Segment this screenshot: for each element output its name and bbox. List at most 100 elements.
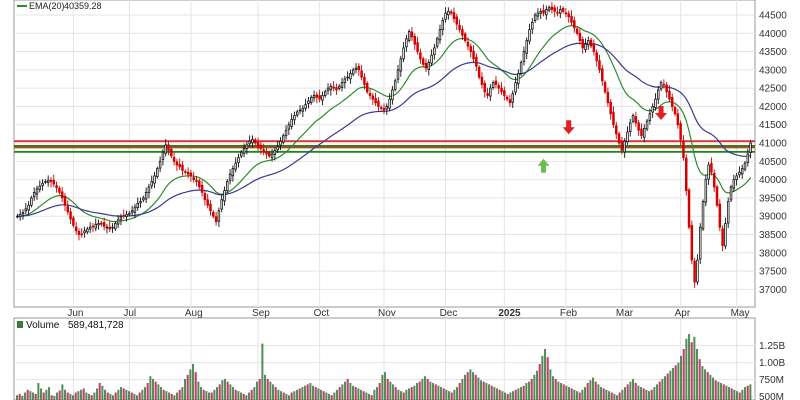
candle-body (377, 100, 380, 107)
candle-body (192, 177, 195, 181)
candle-body (587, 40, 590, 46)
candle-body (458, 24, 461, 31)
volume-bar (421, 378, 424, 400)
volume-bar (666, 373, 669, 400)
date-tick-label: Aug (185, 308, 203, 319)
volume-bar (600, 387, 603, 400)
volume-bar (378, 383, 381, 400)
candle-body (671, 97, 674, 107)
volume-bar (344, 381, 347, 400)
candle-body (491, 82, 495, 88)
candle-body (500, 87, 503, 93)
volume-bar (669, 370, 672, 400)
volume-bar (698, 359, 701, 400)
volume-bar (536, 370, 539, 400)
candle-body (631, 115, 635, 122)
volume-legend-swatch (17, 321, 23, 328)
volume-bar (616, 395, 619, 400)
candle-body (592, 44, 596, 52)
candle-body (231, 168, 235, 177)
candle-body (461, 29, 464, 36)
candle-body (55, 185, 58, 189)
volume-bar (557, 381, 560, 400)
volume-bar (661, 378, 664, 400)
price-tick-label: 41500 (759, 120, 787, 131)
date-tick-label: Dec (440, 308, 458, 319)
volume-bar (570, 388, 573, 400)
volume-bar (541, 355, 544, 400)
candle-body (287, 124, 291, 130)
volume-bar (477, 377, 480, 400)
volume-bar (53, 395, 56, 400)
volume-bar (48, 387, 51, 400)
candle-body (486, 93, 489, 96)
volume-bar (498, 389, 501, 400)
volume-bar (213, 389, 216, 400)
volume-bar (58, 390, 61, 400)
volume-bar (472, 372, 475, 400)
volume-bar (328, 393, 331, 400)
candle-body (626, 131, 629, 143)
volume-bar (605, 389, 608, 400)
candle-body (276, 146, 279, 151)
candle-body (217, 210, 221, 222)
volume-bar (632, 378, 635, 400)
volume-bar (437, 385, 440, 400)
volume-bar (712, 377, 715, 400)
volume-bar (434, 384, 437, 400)
candle-body (419, 52, 422, 60)
volume-bar (277, 389, 280, 400)
volume-bar (258, 378, 261, 400)
volume-bar (122, 388, 125, 400)
volume-bar (160, 387, 163, 400)
candle-body (735, 175, 738, 181)
volume-bar (114, 392, 117, 400)
volume-bar (146, 383, 149, 400)
volume-bar (450, 392, 453, 400)
volume-bar (154, 381, 157, 400)
candle-body (433, 47, 436, 56)
volume-bar (152, 378, 155, 400)
candles (16, 2, 752, 288)
volume-bar (170, 393, 173, 400)
volume-bar (141, 389, 144, 400)
candle-body (262, 149, 265, 153)
volume-bar (330, 395, 333, 400)
candle-body (673, 107, 677, 115)
candle-body (212, 211, 215, 217)
volume-bar (517, 388, 520, 400)
date-tick-label: May (731, 308, 750, 319)
candle-body (228, 173, 232, 181)
candle-body (161, 151, 165, 161)
candle-body (698, 226, 702, 260)
candle-body (438, 29, 442, 41)
candle-body (654, 98, 657, 108)
candle-body (83, 230, 86, 234)
candle-body (575, 28, 579, 34)
candle-body (301, 107, 305, 112)
date-axis: Jun Jul Aug Sep Oct Nov Dec 2025 Feb Mar Apr May (67, 308, 749, 319)
volume-bar (576, 391, 579, 400)
candle-body (88, 226, 92, 230)
candle-body (531, 21, 534, 30)
candle-body (312, 95, 316, 99)
volume-bar (488, 384, 491, 400)
volume-bar (389, 381, 392, 400)
candle-body (116, 219, 120, 225)
volume-bar (464, 374, 467, 400)
candle-body (746, 153, 750, 163)
candle-body (561, 7, 565, 12)
candle-body (100, 222, 103, 225)
candle-body (360, 70, 363, 78)
date-tick-label: 2025 (498, 308, 521, 319)
candle-body (729, 186, 733, 201)
signal-arrows (537, 106, 668, 173)
candle-body (522, 51, 526, 62)
volume-bar (733, 389, 736, 400)
candle-body (743, 162, 747, 170)
down-arrow-icon (562, 120, 575, 135)
volume-bar (648, 391, 651, 400)
down-arrow-icon (655, 106, 668, 121)
volume-bar (376, 387, 379, 400)
candle-body (584, 43, 587, 50)
